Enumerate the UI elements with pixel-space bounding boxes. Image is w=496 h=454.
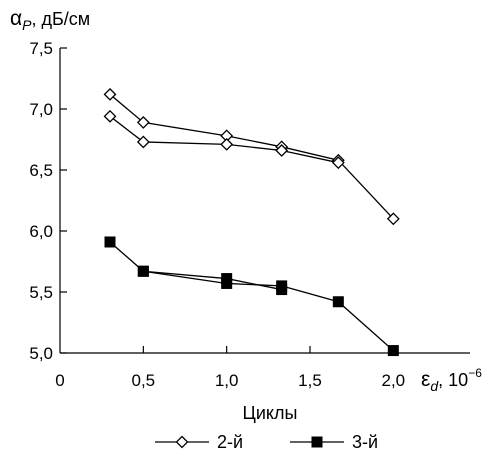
y-axis-title: αP, дБ/см [10,7,90,33]
diamond-marker [136,135,150,149]
y-tick-label: 7,5 [29,39,53,58]
series-line [109,241,394,352]
square-marker [104,236,116,248]
square-marker [332,296,344,308]
x-axis-label-sub: d [430,378,439,394]
y-axis-title-greek: α [10,7,22,30]
x-tick-label: 1,0 [215,371,239,390]
x-axis-title: Циклы [243,403,298,423]
series-lines [109,93,394,352]
diamond-marker [220,137,234,151]
y-tick-label: 5,0 [29,344,53,363]
diamond-marker [103,87,117,101]
x-tick-label: 0 [55,371,64,390]
square-marker [137,265,149,277]
y-tick-label: 6,0 [29,222,53,241]
y-axis-title-unit: , дБ/см [31,9,90,29]
square-marker [387,345,399,357]
x-axis-label-greek: ε [421,368,430,391]
square-marker [276,284,288,296]
legend-label: 2-й [217,432,243,452]
diamond-marker [175,435,189,449]
tick-group: 5,0 5,5 6,0 6,5 7,0 7,5 0 0,5 1,0 1,5 2,0 [29,39,405,390]
y-tick-label: 5,5 [29,283,53,302]
x-axis-label: εd, 10−6 [421,366,482,394]
series-line [109,93,394,220]
x-tick-label: 2,0 [382,371,406,390]
y-tick-label: 7,0 [29,100,53,119]
legend-label: 3-й [352,432,378,452]
diamond-marker [136,116,150,129]
diamond-marker [103,109,117,123]
square-marker [311,436,323,448]
diamond-marker [331,156,345,170]
x-tick-label: 1,5 [298,371,322,390]
x-axis-label-unit: , 10 [438,370,468,390]
x-tick-label: 0,5 [132,371,156,390]
legend: 2-й 3-й [155,432,378,452]
x-axis-label-exp: −6 [468,366,482,380]
y-tick-label: 6,5 [29,161,53,180]
y-axis-title-sub: P [22,17,32,33]
square-marker [221,273,233,285]
diamond-marker [386,212,400,226]
diamond-marker [275,144,289,157]
series-markers [103,87,400,357]
